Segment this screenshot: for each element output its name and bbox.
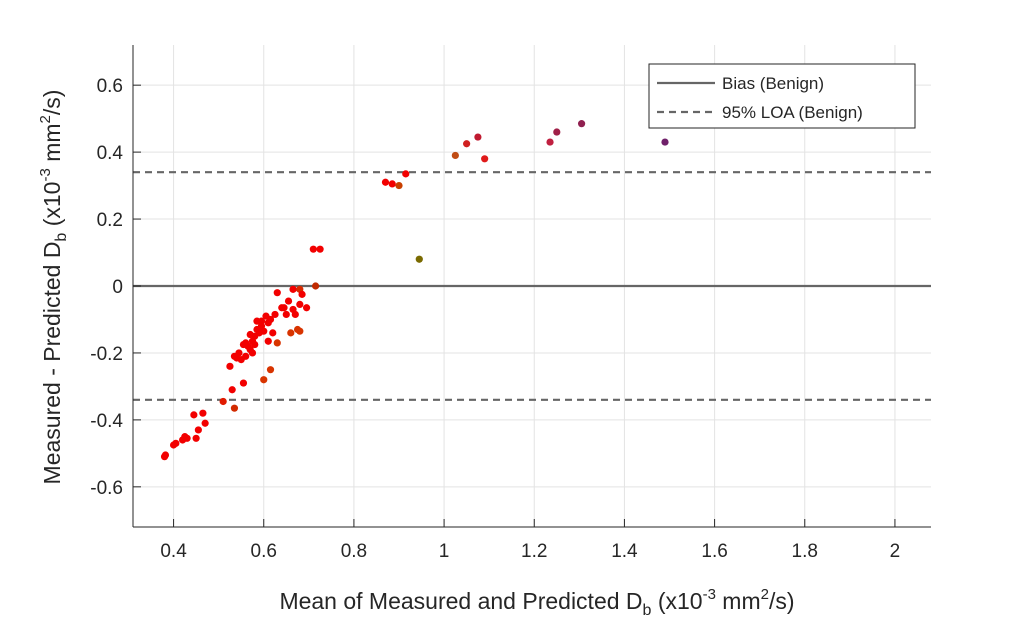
legend-bias-label: Bias (Benign) [722,74,824,93]
data-point [273,339,281,347]
data-point [309,245,317,253]
data-point [230,404,239,412]
data-point [251,340,259,349]
data-point [201,419,209,427]
data-point [235,349,243,357]
data-point [451,151,459,160]
data-point [402,170,410,178]
x-tick-label: 0.6 [251,541,277,562]
data-point [172,439,180,447]
data-point [289,285,297,293]
data-point [388,180,396,188]
y-tick-label: 0.4 [97,143,124,164]
data-points [160,120,669,461]
data-point [266,315,275,324]
data-point [273,289,281,297]
data-point [248,349,257,357]
data-point [226,362,234,370]
legend-loa-label: 95% LOA (Benign) [722,103,863,122]
data-point [183,434,191,442]
data-point [463,140,471,148]
x-tick-label: 1 [439,541,450,562]
data-point [287,329,295,337]
data-point [190,411,198,419]
x-tick-label: 0.4 [160,541,187,562]
data-point [239,379,248,387]
data-point [257,317,266,325]
legend: Bias (Benign) 95% LOA (Benign) [648,63,916,129]
data-point [291,310,299,319]
axes [132,45,931,528]
data-point [481,155,489,163]
y-axis-label: Measured - Predicted Db (x10-3 mm2/s) [37,90,70,485]
x-tick-labels: 0.4 0.6 0.8 1 1.2 1.4 1.6 1.8 2 [160,541,900,562]
y-tick-label: 0.2 [97,210,123,231]
legend-box [648,63,916,129]
x-tick-label: 1.8 [792,541,818,562]
y-tick-labels: -0.6 -0.4 -0.2 0 0.2 0.4 0.6 [90,76,123,499]
x-axis-label: Mean of Measured and Predicted Db (x10-3… [279,586,794,619]
data-point [284,297,293,305]
data-point [260,327,268,335]
data-point [161,451,170,459]
x-tick-label: 1.4 [611,541,638,562]
x-tick-label: 1.6 [701,541,727,562]
data-point [228,386,236,394]
data-point [316,245,324,253]
data-point [474,133,482,141]
data-point [264,337,272,345]
reference-lines [133,171,931,401]
data-point [296,300,304,309]
y-tick-label: 0 [112,277,123,298]
data-point [199,409,207,417]
data-point [661,138,669,146]
data-point [302,304,311,312]
data-point [296,327,304,335]
data-point [381,178,390,186]
data-point [395,181,403,190]
y-tick-label: -0.6 [90,478,123,499]
y-tick-label: -0.4 [90,411,123,432]
data-point [242,352,250,360]
y-tick-label: 0.6 [97,76,123,97]
data-point [311,282,320,290]
data-point [298,290,306,298]
data-point [282,310,290,319]
data-point [269,329,277,337]
data-point [546,138,554,146]
x-tick-label: 1.2 [521,541,547,562]
y-tick-label: -0.2 [90,344,123,365]
data-point [219,397,227,406]
data-point [271,310,279,319]
x-tick-label: 2 [890,541,901,562]
data-point [415,255,423,263]
data-point [266,366,275,374]
data-point [553,128,561,136]
data-point [194,426,202,434]
data-point [260,376,268,384]
data-point [577,120,586,128]
data-point [192,434,200,442]
x-tick-label: 0.8 [341,541,367,562]
data-point [280,304,288,312]
